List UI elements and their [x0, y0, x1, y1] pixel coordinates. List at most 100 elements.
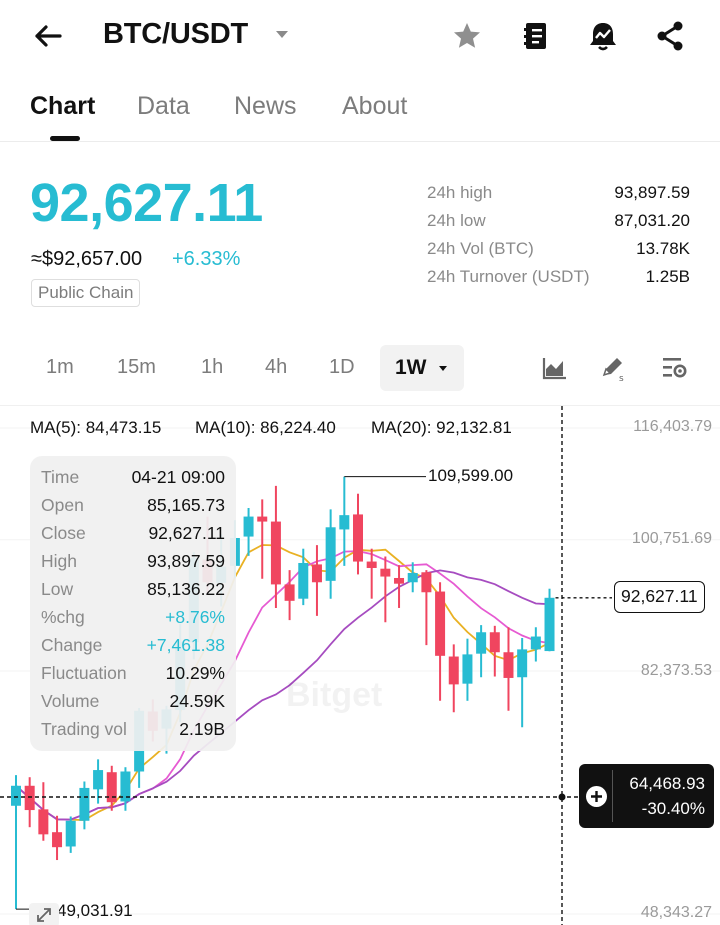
info-key: Fluctuation — [41, 663, 127, 683]
timeframe-1d[interactable]: 1D — [329, 356, 355, 378]
pair-dropdown-icon[interactable] — [276, 31, 288, 38]
stat-row: 24h Vol (BTC) 13.78K — [427, 239, 690, 267]
info-key: Volume — [41, 691, 100, 711]
candle-body — [325, 527, 336, 581]
candle-body — [311, 564, 322, 583]
category-tag[interactable]: Public Chain — [31, 279, 141, 307]
crosshair-dot — [558, 793, 566, 801]
star-icon[interactable] — [449, 18, 485, 54]
candle-body — [38, 809, 49, 835]
info-row: Volume 24.59K — [41, 691, 225, 719]
info-value: 85,165.73 — [147, 495, 225, 515]
timeframe-1m[interactable]: 1m — [46, 356, 74, 378]
ma20-label: MA(20): 92,132.81 — [371, 418, 512, 437]
timeframe-15m[interactable]: 15m — [117, 356, 156, 378]
stat-label: 24h high — [427, 183, 493, 202]
info-key: %chg — [41, 607, 85, 627]
info-row: High 93,897.59 — [41, 551, 225, 579]
candle-body — [517, 649, 528, 678]
back-arrow-icon[interactable] — [30, 18, 66, 54]
tab-data[interactable]: Data — [137, 92, 190, 120]
stat-value: 13.78K — [636, 239, 690, 258]
info-value: +7,461.38 — [146, 635, 225, 655]
y-axis-label: 48,343.27 — [640, 904, 712, 921]
info-key: Change — [41, 635, 103, 655]
alert-bell-icon[interactable] — [585, 18, 621, 54]
info-key: Close — [41, 523, 86, 543]
info-key: Open — [41, 495, 84, 515]
candle-body — [298, 562, 309, 599]
info-key: Time — [41, 467, 80, 487]
crosshair-price: 64,468.93 — [629, 774, 705, 793]
info-row: Open 85,165.73 — [41, 495, 225, 523]
candle-body — [435, 591, 446, 656]
expand-chart-icon[interactable] — [29, 903, 59, 925]
candle-body — [52, 832, 63, 848]
candle-body — [366, 561, 377, 568]
info-row: Change +7,461.38 — [41, 635, 225, 663]
crosshair-percent: -30.40% — [641, 799, 705, 818]
stat-label: 24h low — [427, 211, 486, 230]
candle-body — [93, 770, 104, 790]
fiat-price: ≈$92,657.00 — [31, 248, 143, 270]
info-key: Low — [41, 579, 74, 599]
info-value: 04-21 09:00 — [131, 467, 225, 487]
section-tabs: Chart Data News About — [0, 80, 720, 142]
stat-row: 24h low 87,031.20 — [427, 211, 690, 239]
info-row: Low 85,136.22 — [41, 579, 225, 607]
candle-body — [243, 516, 254, 537]
ma10-label: MA(10): 86,224.40 — [195, 418, 336, 437]
stat-label: 24h Vol (BTC) — [427, 239, 534, 258]
candle-body — [530, 636, 541, 650]
candle-body — [106, 772, 117, 803]
draw-tool-icon[interactable]: s — [599, 353, 629, 383]
info-value: 93,897.59 — [147, 551, 225, 571]
trading-pair-title[interactable]: BTC/USDT — [103, 18, 249, 50]
price-chart[interactable]: Bitget MA(5): 84,473.15 MA(10): 86,224.4… — [0, 405, 720, 925]
info-value: 92,627.11 — [148, 523, 225, 543]
low-marker-label: 49,031.91 — [57, 901, 133, 920]
timeframe-dropdown-icon[interactable] — [439, 366, 447, 371]
info-value: +8.76% — [165, 607, 225, 627]
candle-body — [394, 577, 405, 584]
share-icon[interactable] — [652, 18, 688, 54]
info-row: Time 04-21 09:00 — [41, 467, 225, 495]
info-row: Close 92,627.11 — [41, 523, 225, 551]
add-order-icon[interactable] — [586, 786, 607, 807]
ma-line-5 — [15, 544, 550, 822]
candle-body — [65, 820, 76, 847]
info-row: Fluctuation 10.29% — [41, 663, 225, 691]
chart-type-icon[interactable] — [540, 353, 570, 383]
candle-body — [489, 632, 500, 653]
candle-body — [476, 632, 487, 654]
info-row: %chg +8.76% — [41, 607, 225, 635]
last-price: 92,627.11 — [30, 173, 263, 233]
indicator-settings-icon[interactable] — [660, 353, 690, 383]
candle-info-panel: Time 04-21 09:00 Open 85,165.73 Close 92,62… — [30, 456, 236, 751]
candle-body — [462, 654, 473, 684]
info-key: High — [41, 551, 77, 571]
stat-value: 87,031.20 — [614, 211, 690, 230]
candle-body — [79, 787, 90, 821]
crosshair-readout[interactable]: 64,468.93 -30.40% — [579, 764, 714, 828]
tab-news[interactable]: News — [234, 92, 297, 120]
candle-body — [380, 568, 391, 577]
timeframe-selected[interactable] — [380, 345, 464, 391]
crosshair-divider — [612, 770, 613, 822]
info-value: 10.29% — [165, 663, 225, 683]
notebook-icon[interactable] — [518, 18, 554, 54]
info-value: 2.19B — [179, 719, 225, 739]
watermark: Bitget — [286, 676, 383, 714]
candle-body — [339, 515, 350, 530]
info-key: Trading vol — [41, 719, 127, 739]
stat-row: 24h Turnover (USDT) 1.25B — [427, 267, 690, 295]
candle-body — [544, 597, 555, 652]
tab-about[interactable]: About — [342, 92, 408, 120]
timeframe-1h[interactable]: 1h — [201, 356, 224, 378]
high-marker-label: 109,599.00 — [428, 466, 514, 485]
y-axis-label: 82,373.53 — [640, 662, 712, 679]
timeframe-selected-label[interactable]: 1W — [395, 356, 427, 379]
y-axis-label: 116,403.79 — [633, 418, 712, 435]
tab-chart[interactable]: Chart — [30, 92, 96, 120]
timeframe-4h[interactable]: 4h — [265, 356, 288, 378]
